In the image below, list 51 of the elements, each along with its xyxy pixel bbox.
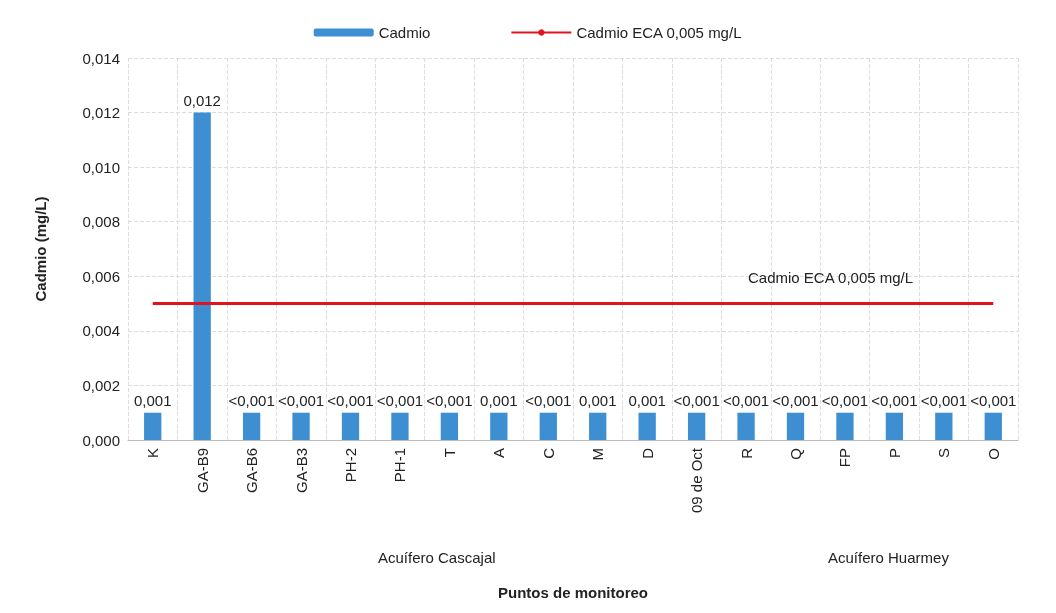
data-label: <0,001 xyxy=(821,391,869,409)
annotation: Cadmio ECA 0,005 mg/L xyxy=(748,269,914,286)
y-tick-label: 0,006 xyxy=(82,267,120,285)
text: Acuífero Huarmey xyxy=(828,549,950,566)
x-tick-label: C xyxy=(539,447,557,459)
data-label: <0,001 xyxy=(228,391,275,409)
data-label: <0,001 xyxy=(327,391,374,409)
x-tick-label: PH-1 xyxy=(391,448,409,483)
x-tick-label: S xyxy=(935,448,953,459)
data-label: <0,001 xyxy=(722,391,770,409)
x-tick-label: GA-B6 xyxy=(243,448,261,494)
x-tick-label: P xyxy=(885,448,903,459)
data-label: <0,001 xyxy=(772,391,819,409)
legend-label: Cadmio ECA 0,005 mg/L xyxy=(576,24,742,41)
x-tick-label: T xyxy=(440,448,458,458)
data-label: <0,001 xyxy=(376,391,424,409)
x-tick-label: R xyxy=(737,447,755,459)
y-tick-label: 0,010 xyxy=(82,158,120,176)
data-label: <0,001 xyxy=(426,391,473,409)
data-label: 0,001 xyxy=(628,391,666,409)
legend-label: Cadmio xyxy=(378,24,431,41)
data-label: 0,001 xyxy=(578,391,617,409)
data-label: <0,001 xyxy=(920,391,967,409)
y-tick-label: 0,002 xyxy=(82,376,120,394)
y-tick-label: 0,012 xyxy=(82,104,120,122)
y-axis-title: Cadmio (mg/L) xyxy=(32,196,49,302)
y-tick-label: 0,004 xyxy=(82,322,120,340)
text: Acuífero Cascajal xyxy=(378,549,496,566)
x-axis-title: Puntos de monitoreo xyxy=(498,584,648,601)
x-tick-label: D xyxy=(638,447,656,459)
y-tick-label: 0,014 xyxy=(82,49,120,67)
data-label: 0,001 xyxy=(480,391,518,409)
x-tick-label: GA-B9 xyxy=(193,448,211,494)
x-tick-label: PH-2 xyxy=(342,448,359,483)
x-tick-label: O xyxy=(984,448,1002,460)
y-tick-label: 0,000 xyxy=(82,431,120,449)
y-tick-label: 0,008 xyxy=(82,213,120,231)
data-label: <0,001 xyxy=(525,391,572,409)
data-label: 0,012 xyxy=(183,91,221,109)
x-tick-label: M xyxy=(589,448,607,461)
x-tick-label: K xyxy=(144,448,162,459)
data-label: 0,001 xyxy=(133,391,172,409)
data-label: <0,001 xyxy=(673,391,720,409)
data-label: <0,001 xyxy=(871,391,918,409)
data-label: <0,001 xyxy=(970,391,1017,409)
x-tick-label: A xyxy=(490,448,508,459)
x-tick-label: GA-B3 xyxy=(292,448,310,494)
data-label: <0,001 xyxy=(277,391,325,409)
x-tick-label: FP xyxy=(836,448,854,468)
x-tick-label: 09 de Oct xyxy=(688,447,706,514)
x-tick-label: Q xyxy=(787,448,804,460)
